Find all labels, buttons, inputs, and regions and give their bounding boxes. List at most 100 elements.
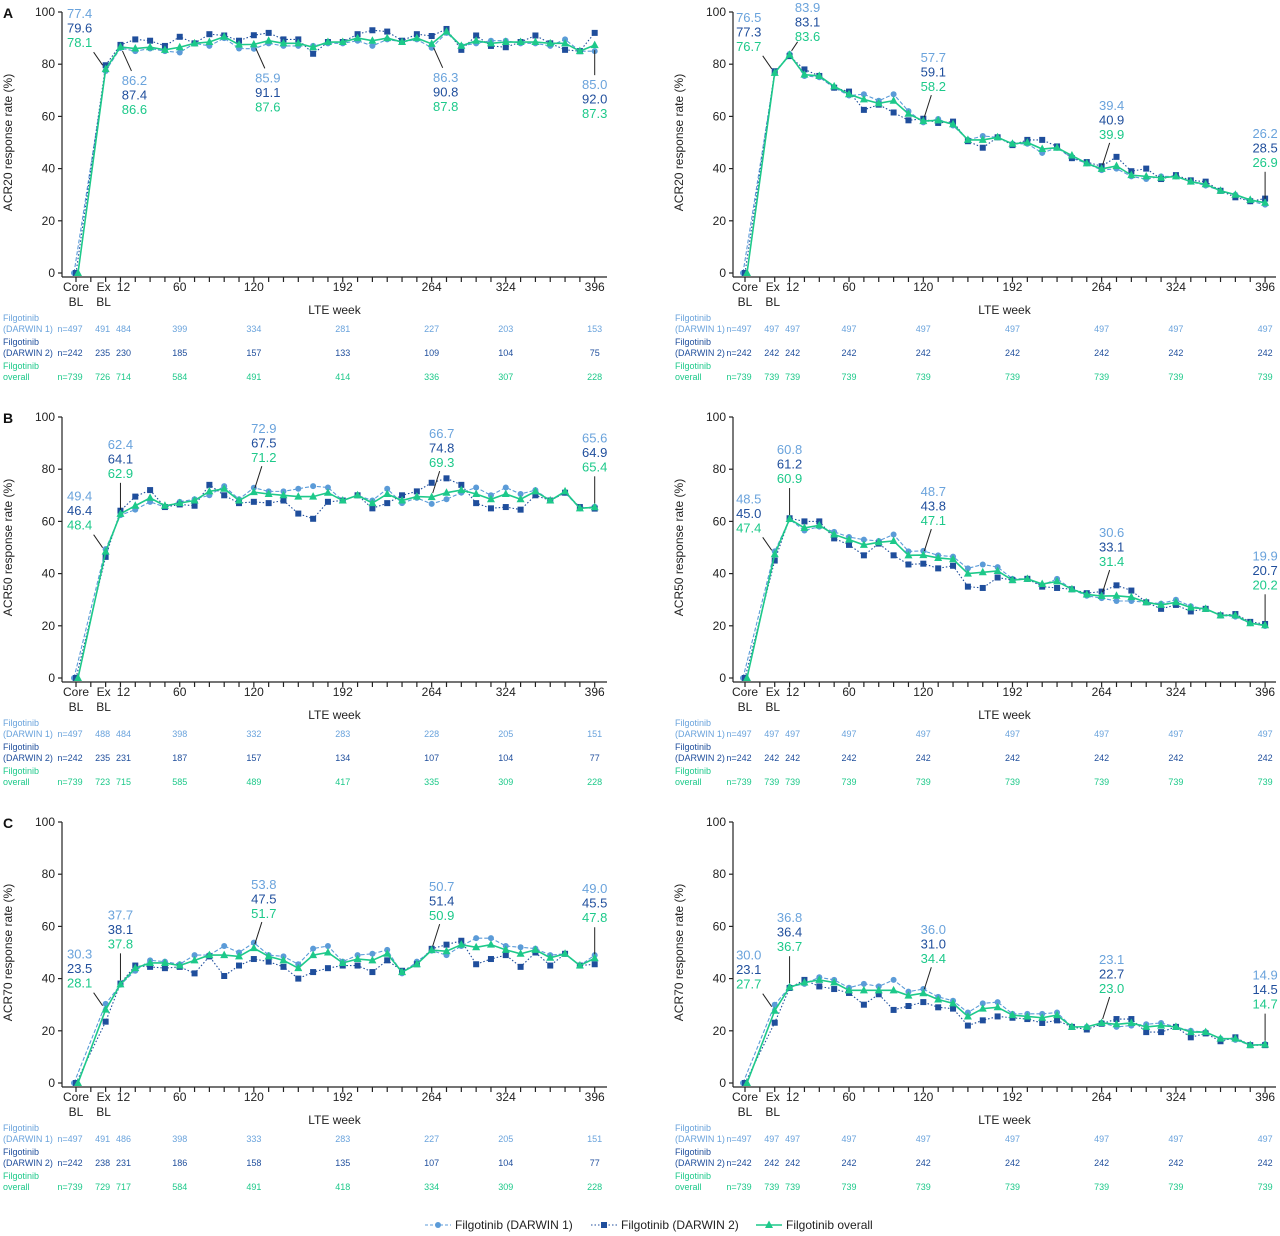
y-tick-label: 40 (713, 162, 727, 176)
data-point-triangle (412, 492, 421, 500)
data-point-circle (384, 485, 391, 492)
data-point-triangle (220, 484, 229, 492)
data-point-triangle (383, 489, 392, 497)
annotation-264: 39.440.939.9 (1099, 98, 1124, 166)
data-point-circle (517, 944, 524, 951)
n-value: 334 (246, 324, 261, 334)
n-value: 75 (590, 348, 600, 358)
data-point-triangle (830, 81, 839, 90)
panel-letter: C (3, 815, 13, 831)
data-point-triangle (830, 529, 839, 538)
x-tick-label: 192 (333, 1090, 353, 1104)
n-value: 134 (335, 753, 350, 763)
annotation-leader-line (762, 55, 773, 70)
x-tick-label: BL (765, 1105, 780, 1119)
x-tick-label: 120 (913, 280, 933, 294)
data-point-square (428, 33, 435, 40)
legend-circle-icon (435, 1222, 441, 1228)
data-point-square (1143, 165, 1150, 172)
data-point-triangle (353, 33, 362, 42)
annotation-value: 45.0 (736, 506, 761, 521)
n-value: 151 (587, 729, 602, 739)
data-point-triangle (220, 32, 229, 40)
series-overall (74, 484, 599, 681)
y-axis-title: ACR70 response rate (%) (1, 884, 15, 1021)
data-point-triangle (160, 45, 169, 53)
annotation-leader-line (762, 537, 773, 551)
data-point-square (487, 505, 494, 512)
annotation-leader-line (122, 50, 132, 72)
data-point-triangle (457, 940, 466, 948)
data-point-triangle (800, 70, 809, 78)
n-value: 739 (916, 372, 931, 382)
annotation-value: 23.5 (67, 961, 92, 976)
data-point-square (1039, 1019, 1046, 1026)
legend-label: Filgotinib overall (786, 1218, 873, 1232)
data-point-triangle (949, 119, 958, 128)
annotation-value: 87.6 (255, 99, 280, 114)
data-point-triangle (859, 94, 868, 103)
data-point-triangle (160, 958, 169, 966)
annotation-value: 26.9 (1252, 155, 1277, 170)
data-point-square (102, 1018, 109, 1025)
n-row-label: overall (675, 372, 702, 382)
annotation-396: 26.228.526.9 (1252, 126, 1278, 199)
n-value: 336 (424, 372, 439, 382)
x-tick-label: 192 (1002, 280, 1022, 294)
data-point-triangle (264, 36, 273, 44)
n-value: 242 (1258, 348, 1273, 358)
data-point-square (280, 963, 287, 970)
data-point-triangle (1082, 589, 1091, 598)
annotation-value: 50.7 (429, 879, 454, 894)
annotation-120: 85.991.187.6 (255, 48, 280, 114)
data-point-triangle (190, 496, 199, 504)
annotation-value: 79.6 (67, 21, 92, 36)
data-point-square (384, 957, 391, 964)
x-tick-label: BL (738, 295, 753, 309)
data-point-square (310, 50, 317, 57)
data-point-triangle (323, 37, 332, 46)
data-point-triangle (1142, 597, 1151, 606)
n-row-label: (DARWIN 2) (675, 348, 725, 358)
x-tick-label: 12 (786, 280, 800, 294)
data-point-square (384, 28, 391, 35)
y-tick-label: 40 (42, 162, 56, 176)
x-tick-label: 60 (173, 1090, 187, 1104)
data-point-square (399, 492, 406, 499)
data-point-square (473, 500, 480, 507)
data-point-triangle (1127, 592, 1136, 601)
data-point-square (1187, 1034, 1194, 1041)
annotation-264: 66.774.869.3 (429, 426, 454, 494)
n-value: 307 (498, 372, 513, 382)
n-at-risk-table: Filgotinib(DARWIN 1) n=497 491 484 399 334 281… (3, 313, 602, 382)
annotation-value: 60.9 (777, 471, 802, 486)
annotation-value: 90.8 (433, 84, 458, 99)
data-point-triangle (1171, 171, 1180, 180)
n-value: 739 (1005, 777, 1020, 787)
data-point-triangle (919, 550, 928, 559)
y-tick-label: 100 (706, 5, 726, 19)
annotation-12: 36.836.436.7 (777, 910, 802, 984)
n-value: 739 (764, 372, 779, 382)
data-point-triangle (546, 496, 555, 504)
data-point-triangle (993, 566, 1002, 574)
annotation-value: 28.5 (1252, 140, 1277, 155)
data-point-triangle (235, 496, 244, 504)
data-point-triangle (1023, 138, 1032, 146)
data-point-triangle (963, 569, 972, 577)
x-tick-label: BL (96, 700, 111, 714)
annotation-120: 36.031.034.4 (921, 922, 946, 990)
data-point-triangle (889, 96, 898, 104)
data-point-triangle (131, 44, 140, 52)
n-value: 309 (498, 1182, 513, 1192)
n-value: n=242 (57, 1158, 82, 1168)
x-tick-label: 60 (173, 685, 187, 699)
legend-item: Filgotinib overall (756, 1218, 873, 1232)
x-tick-label: 324 (1166, 280, 1186, 294)
annotation-leader-line (432, 923, 441, 947)
data-point-circle (191, 952, 198, 959)
data-point-square (994, 574, 1001, 581)
data-point-square (771, 557, 778, 564)
data-point-triangle (74, 673, 82, 681)
n-value: 231 (116, 1158, 131, 1168)
